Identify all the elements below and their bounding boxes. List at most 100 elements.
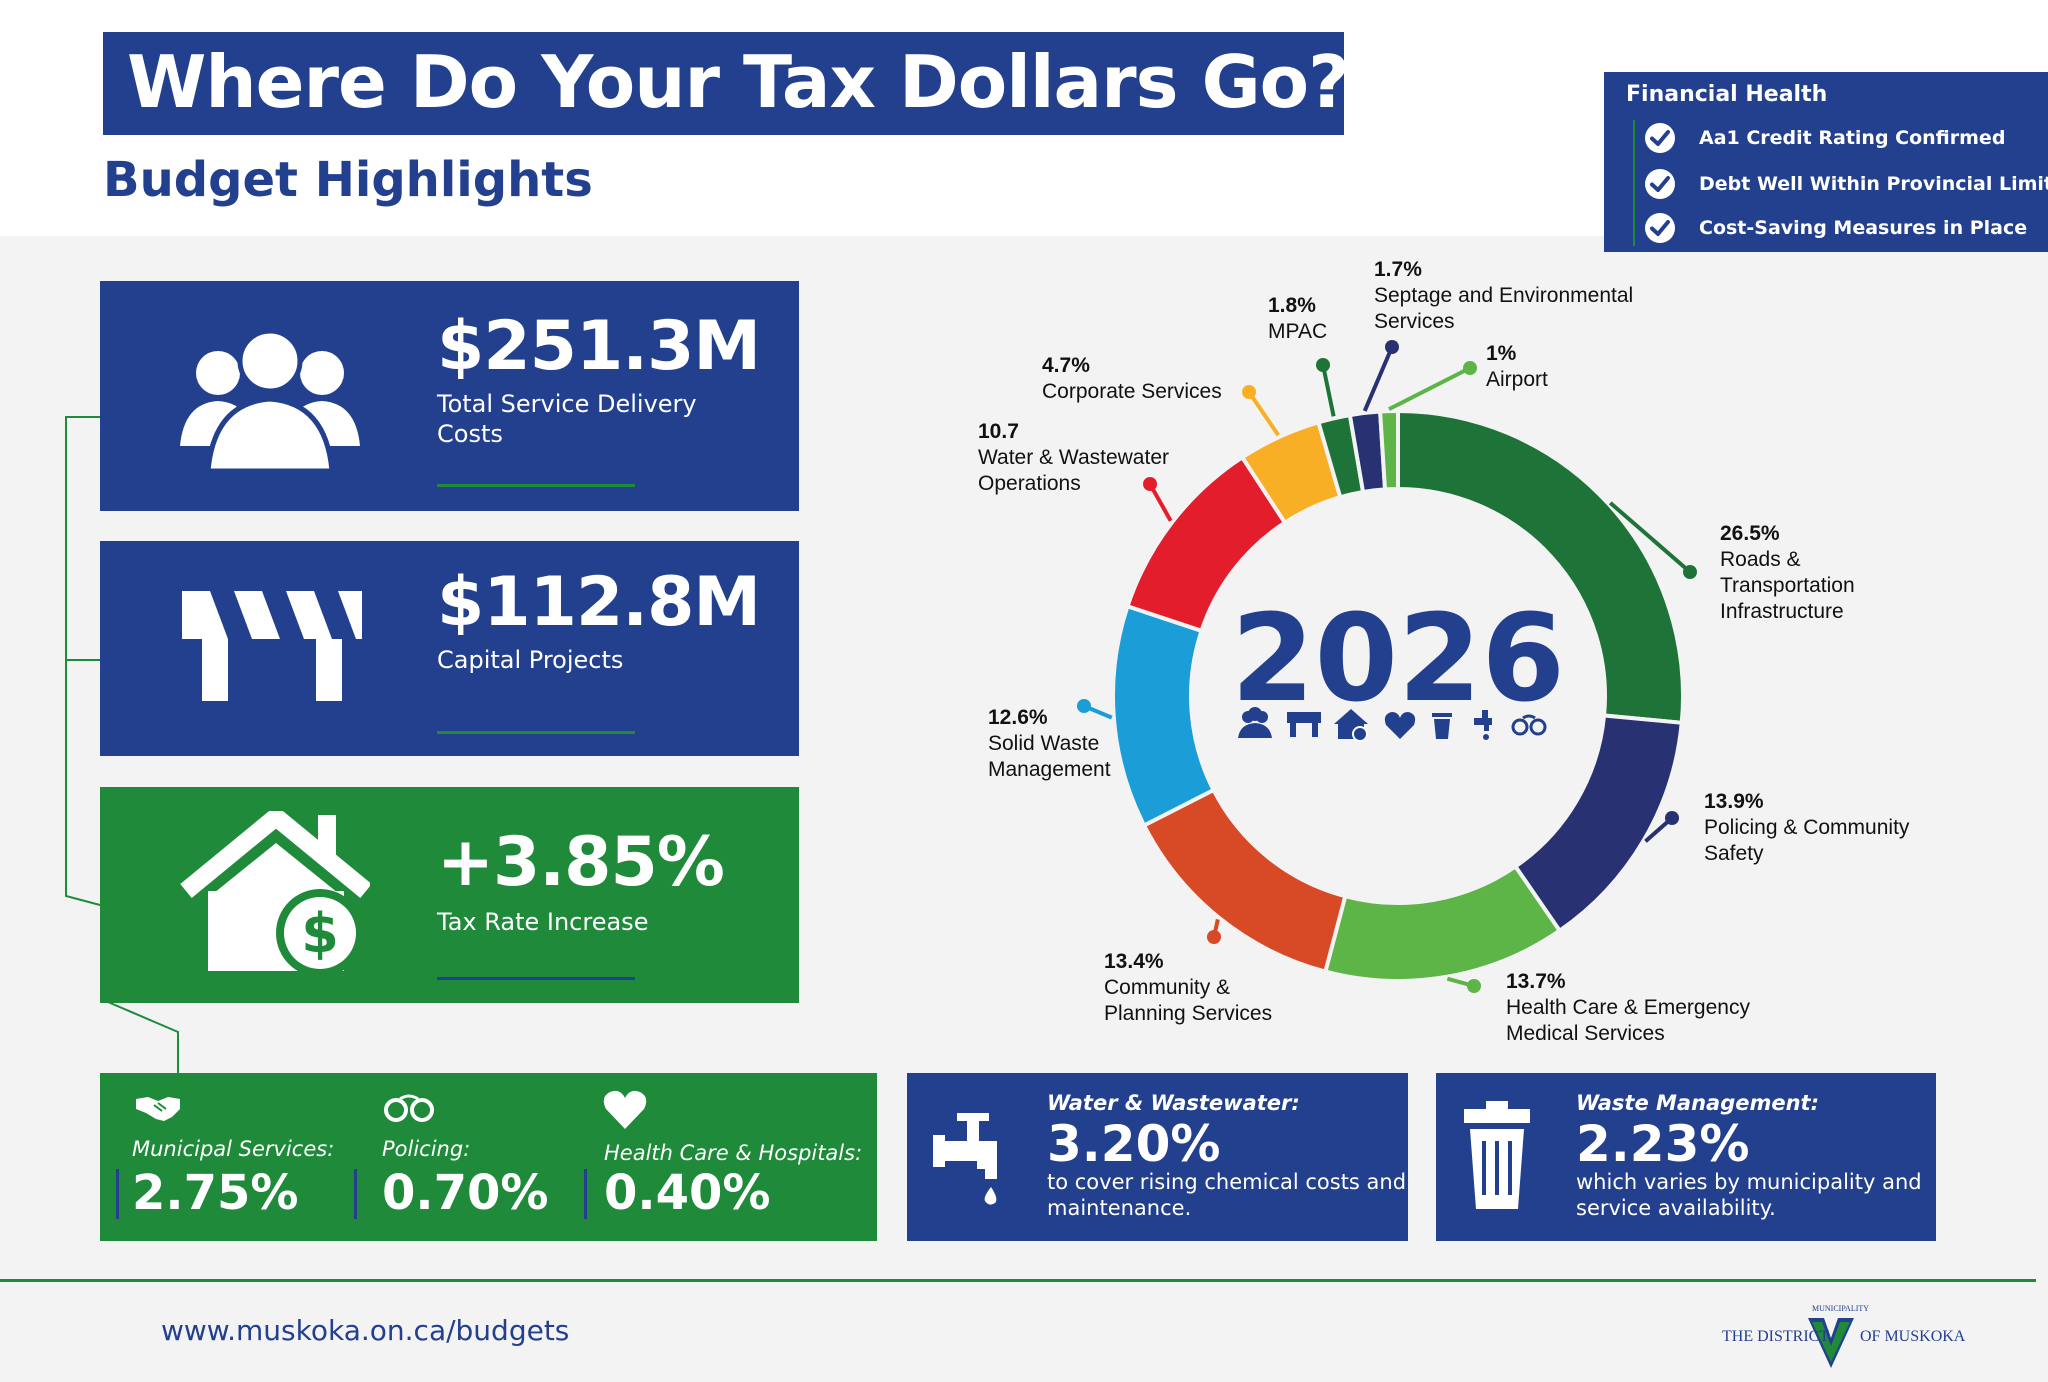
stat-rule (437, 977, 635, 980)
donut-leader-dot (1463, 361, 1477, 375)
financial-health-rule (1633, 120, 1635, 246)
donut-label-name: Policing & Community (1704, 816, 1910, 839)
donut-label-name: Septage and Environmental (1374, 284, 1633, 307)
stat-rule (437, 484, 635, 487)
capital-label: Capital Projects (437, 646, 624, 674)
donut-label-name: Operations (978, 472, 1081, 495)
donut-label: 13.4% Community & Planning Services (1104, 950, 1272, 1025)
donut-leader-dot (1242, 385, 1256, 399)
financial-health-item-text: Aa1 Credit Rating Confirmed (1699, 127, 2006, 149)
tax-rate-label: Tax Rate Increase (437, 908, 649, 936)
donut-label: 12.6% Solid Waste Management (988, 706, 1111, 781)
donut-label-value: 12.6% (988, 706, 1048, 729)
logo-left-text: THE DISTRICT (1722, 1328, 1830, 1345)
stat-card-capital: $112.8M Capital Projects (100, 541, 799, 756)
tax-breakdown-panel: Municipal Services: 2.75% Policing: 0.70… (100, 1073, 877, 1241)
financial-health-item-text: Debt Well Within Provincial Limits (1699, 173, 2048, 195)
heart-icon (603, 1090, 647, 1129)
divider (354, 1169, 357, 1219)
donut-label-name: MPAC (1268, 320, 1327, 343)
donut-label-name: Airport (1486, 368, 1548, 391)
donut-labels: 26.5% Roads & Transportation Infrastructure… (978, 258, 1910, 1045)
title-banner: Where Do Your Tax Dollars Go? (103, 32, 1350, 135)
donut-label: 26.5% Roads & Transportation Infrastructure (1720, 522, 1855, 623)
logo-right-text: OF MUSKOKA (1860, 1328, 1966, 1345)
donut-leader-dot (1143, 477, 1157, 491)
page-title: Where Do Your Tax Dollars Go? (127, 40, 1350, 124)
tax-rate-value: +3.85% (437, 823, 725, 902)
donut-label-value: 13.9% (1704, 790, 1764, 813)
donut-leader-dot (1683, 565, 1697, 579)
footer-url[interactable]: www.muskoka.on.ca/budgets (161, 1314, 570, 1347)
donut-label: 13.9% Policing & Community Safety (1704, 790, 1910, 865)
donut-label-name: Medical Services (1506, 1022, 1665, 1045)
divider (116, 1169, 119, 1219)
donut-leader-line (1362, 346, 1394, 412)
donut-leader-dot (1207, 930, 1221, 944)
donut-segments (1111, 408, 1686, 983)
trash-can-icon (1464, 1101, 1530, 1209)
donut-leader-line (1321, 364, 1336, 417)
waste-value: 2.23% (1576, 1115, 1750, 1173)
health-care-label: Health Care & Hospitals: (604, 1141, 863, 1165)
financial-health-item: Cost-Saving Measures in Place (1644, 210, 2027, 246)
donut-label: 1.7% Septage and Environmental Services (1374, 258, 1633, 333)
financial-health-panel: Financial Health Aa1 Credit Rating Confi… (1604, 72, 2048, 252)
house-dollar-icon: $ (180, 811, 370, 977)
donut-label-value: 13.7% (1506, 970, 1566, 993)
donut-label-name: Services (1374, 310, 1455, 333)
check-circle-icon (1645, 169, 1675, 199)
financial-health-item-text: Cost-Saving Measures in Place (1699, 217, 2028, 239)
donut-center-icons (1238, 707, 1547, 742)
stat-card-service-delivery: $251.3M Total Service Delivery Costs (100, 281, 799, 511)
people-group-icon (180, 328, 360, 471)
footer-rule (0, 1279, 2036, 1282)
donut-leader-line (1148, 483, 1173, 522)
muskoka-logo-mark-icon (1808, 1318, 1854, 1368)
donut-label: 1% Airport (1486, 342, 1548, 391)
budget-donut-chart: 2026 26.5% Roads & Transportation Infrastru… (978, 258, 1910, 1045)
waste-note: which varies by municipality and service… (1576, 1170, 1922, 1220)
policing-value: 0.70% (382, 1165, 549, 1221)
water-value: 3.20% (1047, 1115, 1221, 1173)
donut-segment (1396, 408, 1686, 726)
donut-label: 1.8% MPAC (1268, 294, 1327, 343)
logo-top-text: MUNICIPALITY (1812, 1304, 1870, 1313)
check-circle-icon (1645, 213, 1675, 243)
financial-health-title: Financial Health (1626, 82, 1828, 107)
people-icon (1238, 707, 1272, 738)
waste-panel: Waste Management: 2.23% which varies by … (1436, 1073, 1936, 1241)
donut-label: 13.7% Health Care & Emergency Medical Serv… (1506, 970, 1750, 1045)
donut-leader-dot (1665, 811, 1679, 825)
footer (0, 1282, 2048, 1382)
financial-health-item: Aa1 Credit Rating Confirmed (1644, 120, 2005, 156)
donut-label-name: Planning Services (1104, 1002, 1272, 1025)
donut-segment (1322, 863, 1563, 983)
donut-leader-dot (1316, 358, 1330, 372)
trash-icon (1432, 713, 1452, 739)
donut-label-value: 10.7 (978, 420, 1019, 443)
donut-label-value: 4.7% (1042, 354, 1090, 377)
donut-segment (1141, 787, 1348, 975)
donut-leader-dot (1467, 979, 1481, 993)
service-delivery-value: $251.3M (437, 307, 761, 386)
donut-label-name: Safety (1704, 842, 1764, 865)
donut-leader-line (1247, 390, 1280, 437)
page-subtitle: Budget Highlights (103, 152, 593, 208)
divider (584, 1169, 587, 1219)
donut-label-name: Transportation (1720, 574, 1855, 597)
heart-icon (1384, 712, 1416, 739)
donut-leaders (1077, 340, 1697, 993)
waste-label: Waste Management: (1576, 1091, 1819, 1115)
donut-label: 4.7% Corporate Services (1042, 354, 1222, 403)
donut-label-name: Health Care & Emergency (1506, 996, 1750, 1019)
road-barrier-icon (182, 591, 362, 701)
donut-label-name: Water & Wastewater (978, 446, 1169, 469)
handcuffs-icon (384, 1094, 434, 1122)
donut-label-value: 1.7% (1374, 258, 1422, 281)
financial-health-item: Debt Well Within Provincial Limits (1644, 166, 2048, 202)
house-dollar-small-icon (1334, 709, 1368, 742)
donut-label-name: Roads & (1720, 548, 1801, 571)
donut-label-value: 13.4% (1104, 950, 1164, 973)
handcuffs-icon (1511, 714, 1547, 736)
